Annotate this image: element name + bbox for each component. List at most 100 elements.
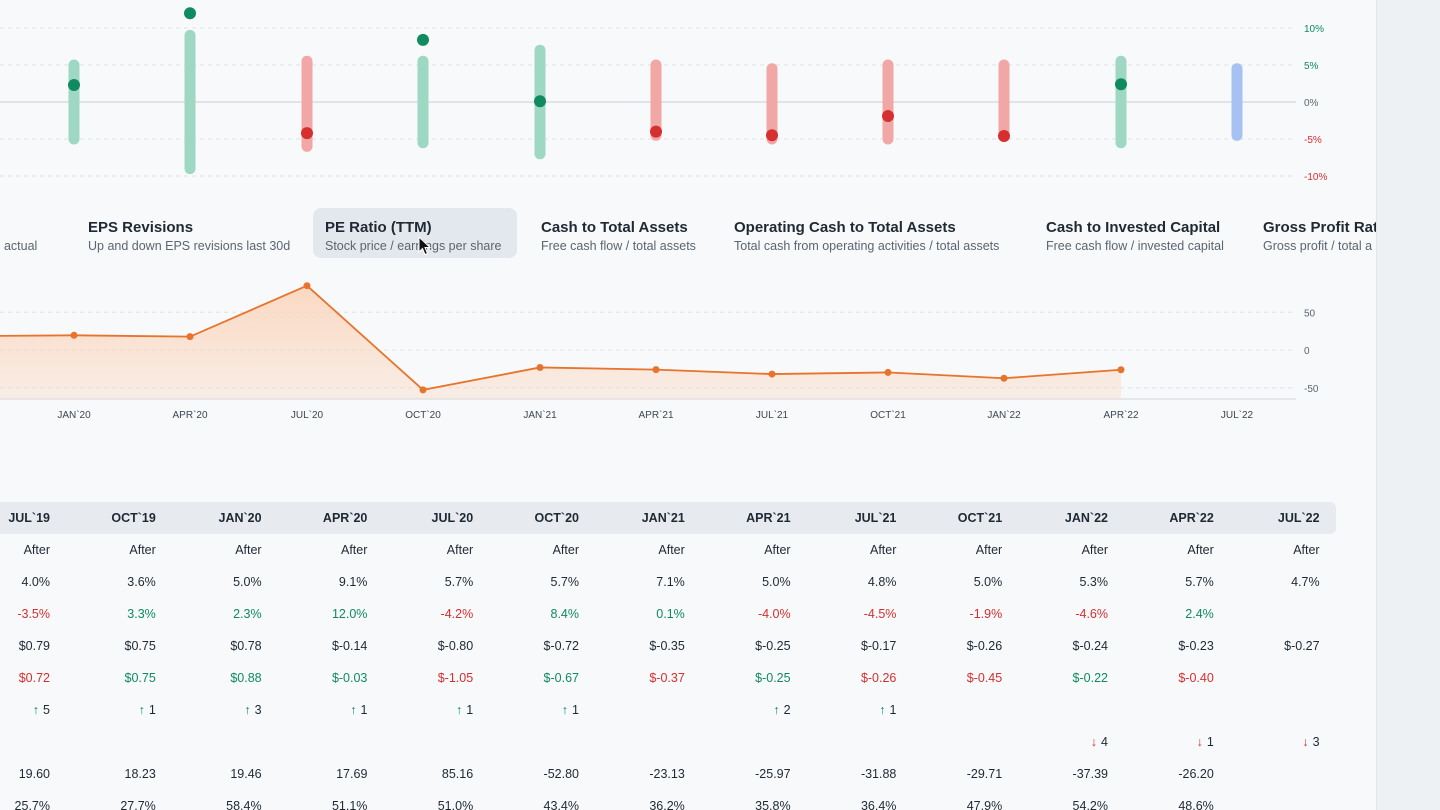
table-cell: After: [892, 543, 1002, 557]
table-cell-value: 27.7%: [120, 799, 156, 810]
pe-point[interactable]: [186, 333, 194, 341]
table-cell-value: -3.5%: [17, 607, 50, 621]
x-tick-label: JAN`20: [57, 409, 91, 421]
pe-area: [0, 285, 1121, 399]
table-cell-value: After: [552, 543, 579, 557]
table-cell: $-1.05: [363, 671, 473, 685]
table-cell-value: After: [235, 543, 262, 557]
column-header: JAN`21: [641, 511, 685, 525]
mouse-pointer-icon: [418, 236, 432, 256]
table-cell: 4.0%: [0, 575, 51, 589]
metric-tab-description: Stock price / earnings per share: [325, 239, 502, 253]
table-cell: 27.7%: [46, 799, 156, 810]
table-cell: ↓ 4: [998, 735, 1108, 749]
table-cell-value: 3: [254, 703, 262, 717]
surprise-dot[interactable]: [766, 129, 778, 142]
table-cell-value: 4.0%: [21, 575, 51, 589]
table-cell-value: 3.6%: [127, 575, 156, 589]
table-cell-value: $-0.14: [331, 639, 368, 653]
y-tick-label: -10%: [1304, 172, 1327, 183]
metric-tab[interactable]: EPS Revisions Up and down EPS revisions l…: [76, 208, 301, 258]
table-cell-value: 1: [572, 703, 579, 717]
table-cell-value: 47.9%: [966, 799, 1003, 810]
metric-tab[interactable]: Cash to Total Assets Free cash flow / tot…: [529, 208, 709, 258]
surprise-dot[interactable]: [882, 110, 894, 123]
scrollbar[interactable]: [1376, 0, 1440, 810]
table-cell: 5.7%: [363, 575, 474, 589]
surprise-dot[interactable]: [998, 130, 1010, 143]
metric-tab[interactable]: vs actual: [0, 208, 66, 258]
surprise-dot[interactable]: [1115, 78, 1127, 91]
surprise-dot[interactable]: [650, 125, 662, 138]
table-cell-value: 1: [466, 703, 474, 717]
y-tick-label: -50: [1304, 384, 1319, 395]
table-cell-value: After: [1081, 543, 1108, 557]
metric-tab-description: Up and down EPS revisions last 30d: [88, 239, 291, 253]
metric-tab-title: Cash to Total Assets: [541, 219, 688, 236]
x-tick-label: OCT`20: [405, 409, 441, 421]
column-header: JAN`20: [218, 511, 262, 525]
pe-point[interactable]: [1117, 366, 1125, 374]
table-cell-value: After: [869, 543, 897, 557]
table-cell-value: $0.75: [124, 639, 156, 653]
pe-point[interactable]: [768, 370, 776, 378]
table-cell: $-0.25: [681, 639, 791, 653]
pe-point[interactable]: [536, 363, 544, 371]
table-cell-value: After: [340, 543, 368, 557]
table-cell: $0.88: [152, 671, 261, 685]
table-cell: 5.0%: [892, 575, 1003, 589]
table-cell-value: After: [1293, 543, 1320, 557]
pe-point[interactable]: [1000, 374, 1008, 382]
table-cell-value: 5.7%: [444, 575, 474, 589]
surprise-dot[interactable]: [68, 78, 80, 91]
table-cell: -4.2%: [363, 607, 474, 621]
surprise-dot[interactable]: [417, 33, 429, 46]
table-cell: -3.5%: [0, 607, 50, 621]
table-cell-value: 51.0%: [437, 799, 474, 810]
table-cell-value: 4.8%: [867, 575, 897, 589]
surprise-dot[interactable]: [184, 7, 196, 20]
column-header: JAN`22: [1064, 511, 1108, 525]
table-cell: 2.4%: [1104, 607, 1214, 621]
table-cell-value: $-0.25: [755, 639, 791, 653]
surprise-dot[interactable]: [301, 127, 313, 140]
pe-point[interactable]: [70, 331, 78, 339]
table-cell-value: 2.4%: [1185, 607, 1214, 621]
table-cell-value: $-0.23: [1178, 639, 1214, 653]
metric-tab-description: Free cash flow / total assets: [541, 239, 696, 253]
pe-point[interactable]: [652, 366, 660, 374]
table-cell: $-0.23: [1104, 639, 1214, 653]
table-cell: $-0.17: [786, 639, 896, 653]
metric-tab[interactable]: PE Ratio (TTM) Stock price / earnings per…: [313, 208, 517, 258]
table-cell-value: 54.2%: [1072, 799, 1108, 810]
metric-tab[interactable]: Cash to Invested Capital Free cash flow /…: [1034, 208, 1239, 258]
table-cell-value: 51.1%: [331, 799, 368, 810]
surprise-dot[interactable]: [534, 95, 546, 108]
pe-point[interactable]: [303, 282, 311, 290]
table-cell: ↓ 1: [1104, 735, 1214, 749]
table-cell: 8.4%: [469, 607, 580, 621]
table-cell: 51.1%: [257, 799, 367, 810]
pe-point[interactable]: [884, 368, 892, 376]
table-cell: 35.8%: [681, 799, 790, 810]
table-cell: -4.0%: [681, 607, 791, 621]
table-cell: ↑ 1: [363, 703, 473, 717]
x-tick-label: APR`22: [1103, 409, 1138, 421]
table-cell: 9.1%: [257, 575, 368, 589]
table-cell-value: $-1.05: [437, 671, 474, 685]
table-cell-value: -29.71: [966, 767, 1003, 781]
pe-point[interactable]: [419, 386, 427, 394]
table-cell-value: 1: [889, 703, 897, 717]
table-cell-value: After: [129, 543, 156, 557]
table-cell-value: $0.79: [18, 639, 50, 653]
pe-ratio-chart: 50 0 -50 JAN`20 APR`20 JUL`20 OCT`20 JAN`21 APR`…: [0, 270, 1376, 430]
table-cell: $-0.45: [892, 671, 1002, 685]
metric-tab[interactable]: Operating Cash to Total Assets Total cash…: [722, 208, 1022, 258]
table-cell-value: 0.1%: [656, 607, 685, 621]
column-header: OCT`21: [957, 511, 1003, 525]
metric-tab[interactable]: Gross Profit Ratio Gross profit / total a: [1251, 208, 1376, 258]
table-cell: -25.97: [681, 767, 790, 781]
table-cell: $-0.37: [575, 671, 684, 685]
metric-tab-description: Gross profit / total a: [1263, 239, 1373, 253]
table-cell-value: $-0.27: [1284, 639, 1320, 653]
